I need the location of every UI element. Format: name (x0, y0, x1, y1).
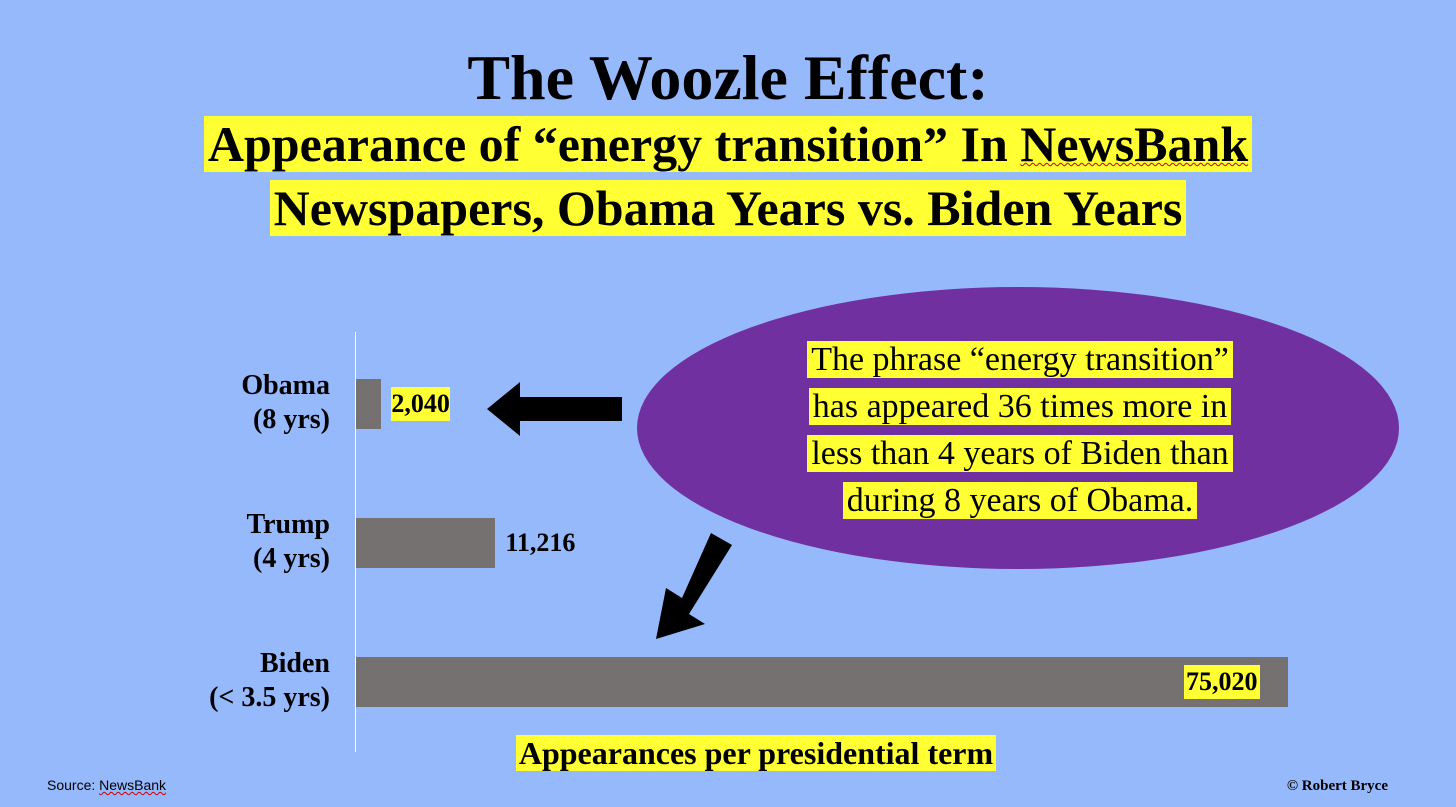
subtitle-newsbank: NewsBank (1020, 116, 1249, 172)
category-label-line: (8 yrs) (253, 404, 330, 435)
category-label-line: Obama (241, 370, 330, 401)
y-axis-line (355, 332, 356, 752)
left-arrow-icon (487, 382, 622, 436)
subtitle-line-1-text: Appearance of “energy transition” In (207, 116, 1021, 172)
credit: © Robert Bryce (1286, 778, 1388, 794)
callout-line: less than 4 years of Biden than (807, 435, 1233, 472)
callout-text: The phrase “energy transition” has appear… (760, 336, 1280, 524)
bar (356, 657, 1288, 707)
bar (356, 379, 382, 429)
category-label-line: (< 3.5 yrs) (209, 682, 330, 713)
chart-subtitle: Appearance of “energy transition” In New… (0, 112, 1456, 240)
bar (356, 518, 496, 568)
data-label: 11,216 (505, 528, 576, 557)
category-label-line: Trump (246, 509, 331, 540)
subtitle-line-1: Appearance of “energy transition” In New… (203, 116, 1253, 172)
category-label: Obama (8 yrs) (170, 369, 330, 437)
source-note: Source: NewsBank (47, 777, 166, 793)
callout-line: has appeared 36 times more in (808, 388, 1232, 425)
page-title: The Woozle Effect: (467, 42, 989, 113)
category-label-line: (4 yrs) (253, 543, 330, 574)
down-left-arrow-icon (656, 533, 732, 639)
category-label: Biden (< 3.5 yrs) (170, 647, 330, 715)
category-label-line: Biden (259, 648, 330, 679)
x-axis-label-text: Appearances per presidential term (515, 735, 997, 771)
source-label: Source: (47, 777, 100, 793)
source-name: NewsBank (99, 777, 167, 793)
x-axis-label: Appearances per presidential term (0, 733, 1456, 773)
data-label: 2,040 (391, 387, 450, 421)
callout-line: during 8 years of Obama. (842, 482, 1198, 519)
subtitle-line-2: Newspapers, Obama Years vs. Biden Years (269, 180, 1187, 236)
data-label: 75,020 (1184, 665, 1260, 699)
callout-line: The phrase “energy transition” (807, 341, 1233, 378)
category-label: Trump (4 yrs) (170, 508, 331, 576)
